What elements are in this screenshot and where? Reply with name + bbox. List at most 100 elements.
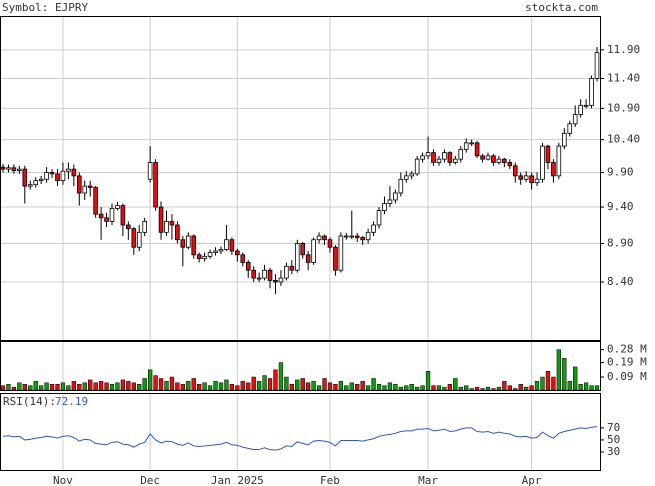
candle-body [480,155,485,160]
candle-body [458,148,464,160]
candle-body [202,255,207,260]
candle-body [540,145,545,180]
candle-body [93,187,98,215]
volume-bar [436,385,442,391]
volume-bar [502,381,507,391]
volume-bar [224,379,229,391]
candle-body [371,224,376,233]
volume-bar [147,369,153,391]
candle-body [235,250,240,256]
volume-bar [131,382,136,391]
candle-body [327,239,333,248]
candle-body [453,158,458,163]
volume-bar [267,378,273,391]
candle-body [431,152,436,163]
candle-body [55,173,60,182]
candle-body [284,265,289,279]
candle-body [126,224,131,230]
volume-bar [262,375,267,391]
volume-bar [11,386,17,391]
volume-bar [66,385,71,391]
y-tick-label: 11.90 [607,43,640,56]
candle-body [338,235,344,271]
candle-body [153,162,158,208]
candle-body [491,155,496,163]
volume-bar [235,385,240,391]
volume-bar [180,383,185,391]
y-tick-label: 10.90 [607,101,640,114]
volume-bar [333,383,338,391]
candle-body [534,178,540,184]
volume-bar [256,381,262,391]
volume-bar [442,386,447,391]
candle-body [213,250,218,253]
candle-body [109,208,115,222]
volume-bar [158,378,164,391]
volume-bar [22,383,27,391]
candle-body [49,172,55,175]
volume-bar [387,382,393,391]
volume-bar [93,382,98,391]
candle-body [556,145,562,177]
candle-body [376,210,382,226]
candle-body [393,192,398,201]
candle-body [27,184,33,187]
volume-bar [376,383,382,391]
volume-bar [398,386,403,391]
candle-body [17,168,22,171]
y-tick-label: 30 [607,445,620,458]
candle-body [191,235,197,256]
candle-body [529,175,534,184]
candle-body [583,104,589,107]
volume-bar [38,385,44,391]
candle-body [349,235,355,238]
y-tick-label: 10.40 [607,133,640,146]
candle-body [333,246,338,271]
volume-bar [28,385,33,391]
volume-bar [49,383,55,391]
candle-body [589,78,594,106]
candle-body [158,206,164,233]
candle-body [185,235,191,248]
candle-body [6,167,11,170]
candle-body [300,243,306,256]
candle-body [251,269,256,279]
y-tick-label: 50 [607,433,620,446]
volume-bar [404,385,409,391]
candle-body [474,142,480,157]
volume-bar [207,385,213,391]
volume-bar [71,381,77,391]
candle-body [463,142,469,150]
panel-frame [0,393,601,471]
volume-bar [164,381,169,391]
candle-body [469,142,474,145]
candle-body [175,224,180,241]
volume-bar [518,383,523,391]
volume-bar [496,386,502,391]
volume-bar [197,383,202,391]
candle-body [218,249,224,252]
volume-bar [360,381,365,391]
candle-body [240,254,246,263]
volume-bar [60,382,66,391]
volume-bar [6,383,11,391]
volume-bar [186,381,191,391]
candle-body [71,168,77,177]
panel-frame [0,341,601,391]
volume-bar [447,383,453,391]
candle-body [180,239,186,248]
candle-body [256,277,262,280]
volume-bar [126,381,131,391]
volume-bar [573,366,578,391]
candle-body [578,104,583,115]
volume-bar [289,383,294,391]
volume-bar [77,383,82,391]
volume-bar [240,381,245,391]
volume-bar [153,375,158,391]
volume-bar [425,371,431,391]
candle-body [512,165,518,177]
volume-bar [55,383,60,391]
volume-bar [529,385,534,391]
candle-body [425,152,431,157]
